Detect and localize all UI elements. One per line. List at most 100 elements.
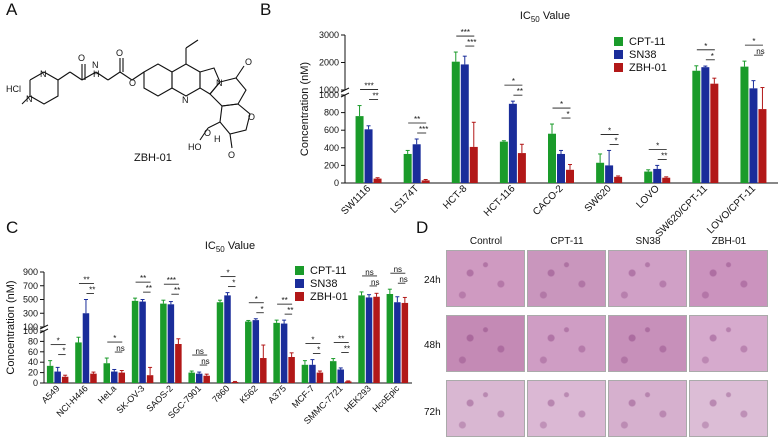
sig-label: ns xyxy=(756,47,764,56)
bar-SN38-HCT-8 xyxy=(460,64,469,183)
legend-swatch-ZBH-01 xyxy=(614,63,623,72)
col-label-cpt11: CPT-11 xyxy=(550,236,584,247)
bar-SN38-HEK293 xyxy=(365,297,373,383)
bar-CPT-11-SGC-7901 xyxy=(188,372,195,383)
microscopy-image-Control-72h xyxy=(446,380,525,437)
y-tick-label: 300 xyxy=(23,308,38,318)
microscopy-image-ZBH-01-48h xyxy=(689,315,768,372)
bar-SN38-SW620/CPT-11 xyxy=(701,67,710,183)
sig-label: * xyxy=(255,295,258,304)
sig-label: ** xyxy=(287,306,293,315)
bar-CPT-11-HCT-8 xyxy=(451,61,460,183)
y-tick-label: 200 xyxy=(324,160,339,170)
bar-ZBH-01-HeLa xyxy=(118,372,126,383)
bar-CPT-11-A549 xyxy=(46,365,54,383)
atom-n3: N xyxy=(92,60,99,70)
axis-break-C xyxy=(39,328,49,334)
microscopy-image-Control-24h xyxy=(446,250,525,307)
sig-label: ** xyxy=(414,115,420,124)
bar-CPT-11-CACO-2 xyxy=(548,133,556,183)
sig-label: *** xyxy=(167,276,176,285)
bar-CPT-11-7860 xyxy=(216,302,224,383)
bar-SN38-LOVO/CPT-11 xyxy=(749,88,758,183)
chart-title-B: IC50 Value xyxy=(520,10,570,24)
atom-h1: H xyxy=(93,69,100,79)
legend-label-CPT-11: CPT-11 xyxy=(629,36,665,48)
sig-label: * xyxy=(560,100,563,109)
x-tick-label-NCI-H446: NCI-H446 xyxy=(55,383,90,418)
bar-ZBH-01-HcoEpic xyxy=(401,302,409,383)
sig-label: * xyxy=(566,110,569,119)
bar-SN38-SGC-7901 xyxy=(195,373,203,383)
microscopy-image-SN38-48h xyxy=(608,315,687,372)
x-tick-label-HcoEpic: HcoEpic xyxy=(370,383,401,414)
sig-label: * xyxy=(608,126,611,135)
panel-label-c: C xyxy=(6,218,19,237)
panel-label-d: D xyxy=(416,218,429,237)
microscopy-image-CPT-11-24h xyxy=(527,250,606,307)
atom-o5: O xyxy=(248,112,255,122)
bar-SN38-K562 xyxy=(252,320,260,383)
y-tick-label: 800 xyxy=(324,108,339,118)
atom-n4: N xyxy=(182,95,189,105)
legend-label-SN38: SN38 xyxy=(310,278,338,290)
legend-swatch-ZBH-01 xyxy=(295,292,304,301)
x-tick-label-7860: 7860 xyxy=(210,383,231,404)
bar-SN38-SAOS-2 xyxy=(167,304,175,383)
bar-ZBH-01-SAOS-2 xyxy=(175,344,182,383)
bar-ZBH-01-LS174T xyxy=(421,180,430,183)
y-tick-label: 100 xyxy=(23,322,38,332)
col-label-sn38: SN38 xyxy=(635,236,661,247)
legend-label-SN38: SN38 xyxy=(629,49,657,61)
sig-label: ns xyxy=(371,278,379,287)
atom-o4: O xyxy=(245,57,252,67)
x-tick-label-SGC-7901: SGC-7901 xyxy=(166,383,203,420)
atom-o1: O xyxy=(78,53,85,63)
sig-label: ** xyxy=(83,276,89,285)
bar-SN38-A549 xyxy=(54,371,61,383)
legend-label-CPT-11: CPT-11 xyxy=(310,265,346,277)
legend-label-ZBH-01: ZBH-01 xyxy=(629,62,667,74)
sig-label: * xyxy=(656,141,659,150)
atom-n5: N xyxy=(216,78,223,88)
bar-CPT-11-SW620/CPT-11 xyxy=(692,70,701,183)
atom-o6: O xyxy=(228,150,235,160)
compound-name: ZBH-01 xyxy=(134,152,172,164)
bar-SN38-HCT-116 xyxy=(508,103,517,183)
x-tick-label-CACO-2: CACO-2 xyxy=(531,183,566,218)
bar-ZBH-01-SW620/CPT-11 xyxy=(710,83,719,183)
bar-ZBH-01-SMMC-7721 xyxy=(344,381,352,383)
microscopy-image-CPT-11-72h xyxy=(527,380,606,437)
col-label-zbh01: ZBH-01 xyxy=(711,236,747,247)
bar-SN38-SW620 xyxy=(605,165,614,183)
bar-CPT-11-K562 xyxy=(245,321,252,383)
y-tick-label: 0 xyxy=(33,378,38,388)
x-tick-label-SW620: SW620 xyxy=(583,183,614,214)
sig-label: ns xyxy=(399,275,407,284)
row-label-24h: 24h xyxy=(424,275,441,286)
bar-CPT-11-HCT-116 xyxy=(499,141,508,183)
y-tick-label: 100 xyxy=(23,326,38,336)
x-tick-label-A375: A375 xyxy=(266,383,288,405)
bar-SN38-SMMC-7721 xyxy=(337,369,344,383)
y-tick-label: 40 xyxy=(28,357,38,367)
sig-label: ** xyxy=(146,284,152,293)
y-tick-label: 3000 xyxy=(319,30,339,40)
sig-label: * xyxy=(62,347,65,356)
bar-SN38-HeLa xyxy=(111,371,118,383)
atom-n2: N xyxy=(26,94,33,104)
x-tick-label-HeLa: HeLa xyxy=(96,383,118,405)
bar-CPT-11-LOVO/CPT-11 xyxy=(740,66,749,183)
sig-label: * xyxy=(317,346,320,355)
microscopy-image-SN38-72h xyxy=(608,380,687,437)
bar-CPT-11-SAOS-2 xyxy=(160,303,167,383)
bar-SN38-7860 xyxy=(224,295,231,383)
y-tick-label: 20 xyxy=(28,368,38,378)
bar-CPT-11-MCF-7 xyxy=(301,364,309,383)
bar-CPT-11-SMMC-7721 xyxy=(329,361,337,383)
x-tick-label-HEK293: HEK293 xyxy=(342,383,373,414)
sig-label: * xyxy=(512,77,515,86)
sig-label: ns xyxy=(195,347,203,356)
sig-label: ** xyxy=(174,286,180,295)
y-tick-label: 2000 xyxy=(319,58,339,68)
